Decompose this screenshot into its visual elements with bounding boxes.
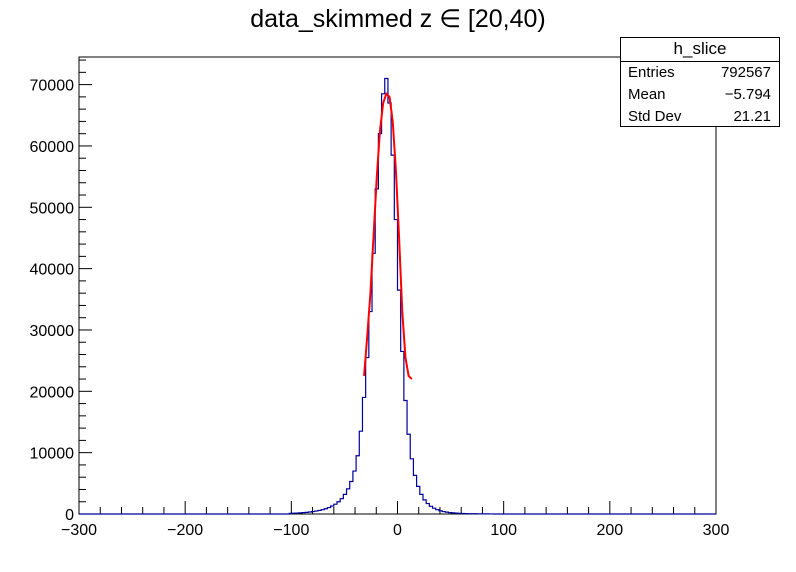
chart-title: data_skimmed z ∈ [20,40) <box>250 5 546 33</box>
histogram-line <box>79 77 716 515</box>
stats-label: Std Dev <box>628 108 682 125</box>
y-tick-label: 60000 <box>30 139 75 156</box>
stats-box-title: h_slice <box>621 38 779 62</box>
stats-value: 21.21 <box>733 108 771 125</box>
x-tick-label: −200 <box>167 522 203 539</box>
y-tick-label: 50000 <box>30 200 75 217</box>
y-tick-label: 10000 <box>30 446 75 463</box>
y-tick-label: 30000 <box>30 323 75 340</box>
stats-row-mean: Mean −5.794 <box>621 84 779 106</box>
stats-value: 792567 <box>720 64 771 81</box>
y-tick-label: 40000 <box>30 262 75 279</box>
x-tick-label: 100 <box>490 522 517 539</box>
stats-label: Entries <box>628 64 675 81</box>
x-tick-label: 0 <box>393 522 402 539</box>
fit-curve <box>363 91 413 380</box>
stats-row-entries: Entries 792567 <box>621 62 779 84</box>
stats-label: Mean <box>628 86 666 103</box>
tick-labels: −300 −200 −100 0 100 200 300 0 10000 20000 30000 40… <box>30 78 730 539</box>
y-tick-label: 0 <box>65 507 74 524</box>
stats-value: −5.794 <box>724 86 771 103</box>
y-tick-label: 70000 <box>30 78 75 95</box>
stats-row-stddev: Std Dev 21.21 <box>621 106 779 128</box>
y-tick-label: 20000 <box>30 384 75 401</box>
stats-box: h_slice Entries 792567 Mean −5.794 Std D… <box>620 37 780 127</box>
x-tick-label: 200 <box>596 522 623 539</box>
x-tick-label: 300 <box>703 522 730 539</box>
x-tick-label: −300 <box>61 522 97 539</box>
x-tick-label: −100 <box>273 522 309 539</box>
